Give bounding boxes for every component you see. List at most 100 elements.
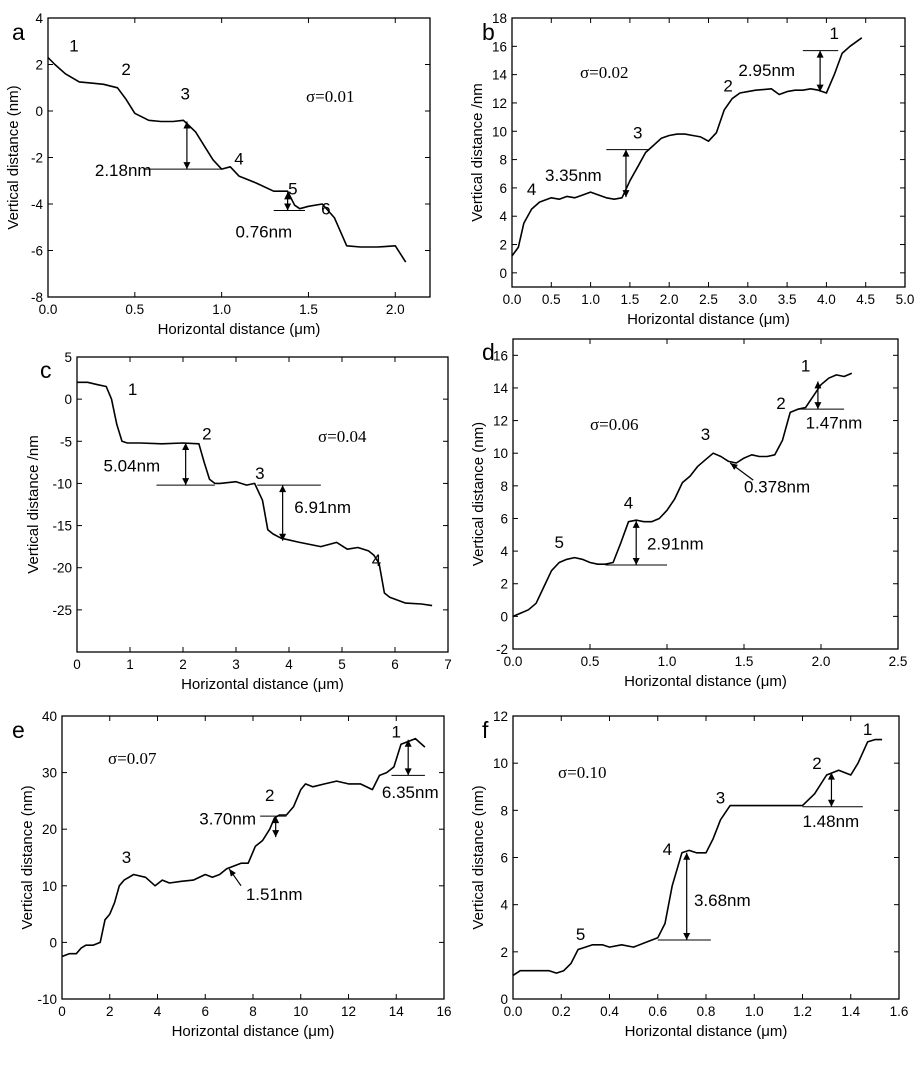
y-tick-label: 6 bbox=[500, 511, 508, 526]
chart-panel-d: 0.0 0.5 1.0 1.5 2.0 2.5-20246810121416Horizon… bbox=[470, 338, 908, 690]
step-height-annotation: 3.68nm bbox=[657, 852, 751, 941]
step-label: 1 bbox=[801, 357, 810, 376]
y-axis-title: Vertical distance (nm) bbox=[470, 785, 487, 929]
x-tick-label: 1.0 bbox=[745, 1004, 764, 1019]
x-tick-label: 2.5 bbox=[889, 654, 908, 669]
chart-panel-b: 0.0 0.5 1.0 1.5 2.0 2.5 3.0 3.5 4.0 4.5 5.0 0 2 4 6 8 10… bbox=[469, 11, 914, 328]
step-height-annotation: 2.91nm bbox=[605, 520, 704, 566]
x-tick-label: 4.0 bbox=[817, 292, 836, 307]
x-tick-label: 0.5 bbox=[542, 292, 561, 307]
y-tick-label: 4 bbox=[500, 898, 508, 913]
y-tick-label: 6 bbox=[500, 851, 508, 866]
step-height-label: 3.35nm bbox=[545, 166, 602, 185]
arrow-head-down bbox=[632, 557, 640, 565]
arrow-head-down bbox=[683, 933, 691, 941]
arrow-head-down bbox=[183, 162, 191, 170]
y-tick-label: 5 bbox=[64, 350, 72, 365]
x-tick-label: 0 bbox=[58, 1004, 66, 1019]
step-label: 5 bbox=[554, 533, 563, 552]
step-label: 6 bbox=[321, 199, 330, 218]
arrow-head-down bbox=[827, 799, 835, 807]
step-height-annotation: 6.35nm bbox=[382, 739, 439, 802]
y-tick-label: 2 bbox=[35, 58, 43, 73]
profile-series bbox=[77, 381, 433, 607]
arrow-head-down bbox=[284, 203, 292, 211]
x-tick-label: 16 bbox=[436, 1004, 451, 1019]
step-label: 2 bbox=[812, 754, 821, 773]
y-tick-label: 0 bbox=[499, 266, 507, 281]
x-tick-label: 3.0 bbox=[738, 292, 757, 307]
x-axis-title: Horizontal distance (μm) bbox=[181, 676, 344, 693]
profile-series bbox=[61, 737, 426, 958]
step-height-annotation: 2.95nm bbox=[738, 50, 839, 92]
y-tick-label: 6 bbox=[499, 181, 507, 196]
callout-annotation: 0.378nm bbox=[729, 462, 810, 496]
x-tick-label: 5 bbox=[338, 657, 346, 672]
x-tick-label: 0.6 bbox=[648, 1004, 667, 1019]
step-label: 4 bbox=[663, 840, 672, 859]
step-height-annotation: 0.76nm bbox=[236, 192, 305, 242]
y-tick-label: 0 bbox=[49, 935, 57, 950]
step-height-label: 1.48nm bbox=[803, 812, 860, 831]
chart-panel-a: 0.0 0.5 1.0 1.5 2.0 -8 -6 -4 -2 0 2 4 Horizontal dis… bbox=[5, 11, 431, 338]
x-tick-label: 1.5 bbox=[621, 292, 640, 307]
x-tick-label: 2 bbox=[106, 1004, 114, 1019]
y-tick-label: -8 bbox=[31, 290, 43, 305]
y-tick-label: -10 bbox=[37, 992, 57, 1007]
step-height-label: 2.18nm bbox=[95, 161, 152, 180]
x-tick-label: 2.0 bbox=[812, 654, 831, 669]
step-label: 3 bbox=[701, 425, 710, 444]
chart-panel-c: 0 1 2 3 4 5 6 7 -25 -20 -15 -10 -5 0 5 Horizontal dista… bbox=[25, 350, 452, 693]
x-tick-label: 1.0 bbox=[212, 302, 231, 317]
y-tick-label: 8 bbox=[499, 153, 507, 168]
x-tick-label: 0.0 bbox=[503, 292, 522, 307]
y-tick-label: 14 bbox=[492, 68, 508, 83]
step-height-label: 6.35nm bbox=[382, 783, 439, 802]
arrow-head-up bbox=[816, 50, 824, 58]
plot-frame bbox=[512, 715, 900, 1000]
step-label: 2 bbox=[776, 394, 785, 413]
y-tick-label: 4 bbox=[499, 209, 507, 224]
step-height-annotation: 5.04nm bbox=[104, 442, 215, 486]
step-height-label: 2.95nm bbox=[738, 61, 795, 80]
x-tick-label: 0.8 bbox=[697, 1004, 716, 1019]
step-label: 3 bbox=[716, 788, 725, 807]
x-tick-label: 14 bbox=[389, 1004, 405, 1019]
sigma-label: σ=0.10 bbox=[558, 763, 607, 782]
step-label: 2 bbox=[121, 60, 130, 79]
step-label: 3 bbox=[122, 848, 131, 867]
y-tick-label: 8 bbox=[500, 479, 508, 494]
callout-label: 0.378nm bbox=[744, 477, 810, 496]
y-tick-label: 10 bbox=[493, 446, 508, 461]
y-tick-label: -2 bbox=[31, 151, 43, 166]
x-tick-label: 7 bbox=[444, 657, 452, 672]
y-tick-label: 10 bbox=[492, 124, 507, 139]
sigma-label: σ=0.04 bbox=[318, 427, 367, 446]
step-label: 3 bbox=[255, 464, 264, 483]
step-label: 2 bbox=[202, 425, 211, 444]
y-tick-label: 4 bbox=[35, 11, 43, 26]
x-tick-label: 1.6 bbox=[890, 1004, 909, 1019]
y-tick-label: -25 bbox=[52, 603, 72, 618]
arrow-head-down bbox=[182, 478, 190, 486]
x-axis-title: Horizontal distance (μm) bbox=[625, 1023, 788, 1040]
y-tick-label: 18 bbox=[492, 11, 507, 26]
y-axis-title: Vertical distance (nm) bbox=[19, 785, 36, 929]
x-tick-label: 4 bbox=[154, 1004, 162, 1019]
y-tick-label: 0 bbox=[500, 992, 508, 1007]
x-tick-label: 0.4 bbox=[600, 1004, 619, 1019]
y-tick-label: 12 bbox=[493, 709, 508, 724]
arrow-head-down bbox=[814, 402, 822, 410]
sigma-label: σ=0.02 bbox=[580, 63, 629, 82]
profile-series bbox=[47, 56, 407, 263]
x-tick-label: 0.0 bbox=[39, 302, 58, 317]
x-tick-label: 6 bbox=[391, 657, 399, 672]
x-tick-label: 1 bbox=[126, 657, 134, 672]
x-tick-label: 4 bbox=[285, 657, 293, 672]
x-tick-label: 8 bbox=[249, 1004, 257, 1019]
y-tick-label: -4 bbox=[31, 197, 43, 212]
y-tick-label: -15 bbox=[52, 519, 72, 534]
profile-series bbox=[511, 37, 863, 257]
x-tick-label: 3.5 bbox=[778, 292, 797, 307]
